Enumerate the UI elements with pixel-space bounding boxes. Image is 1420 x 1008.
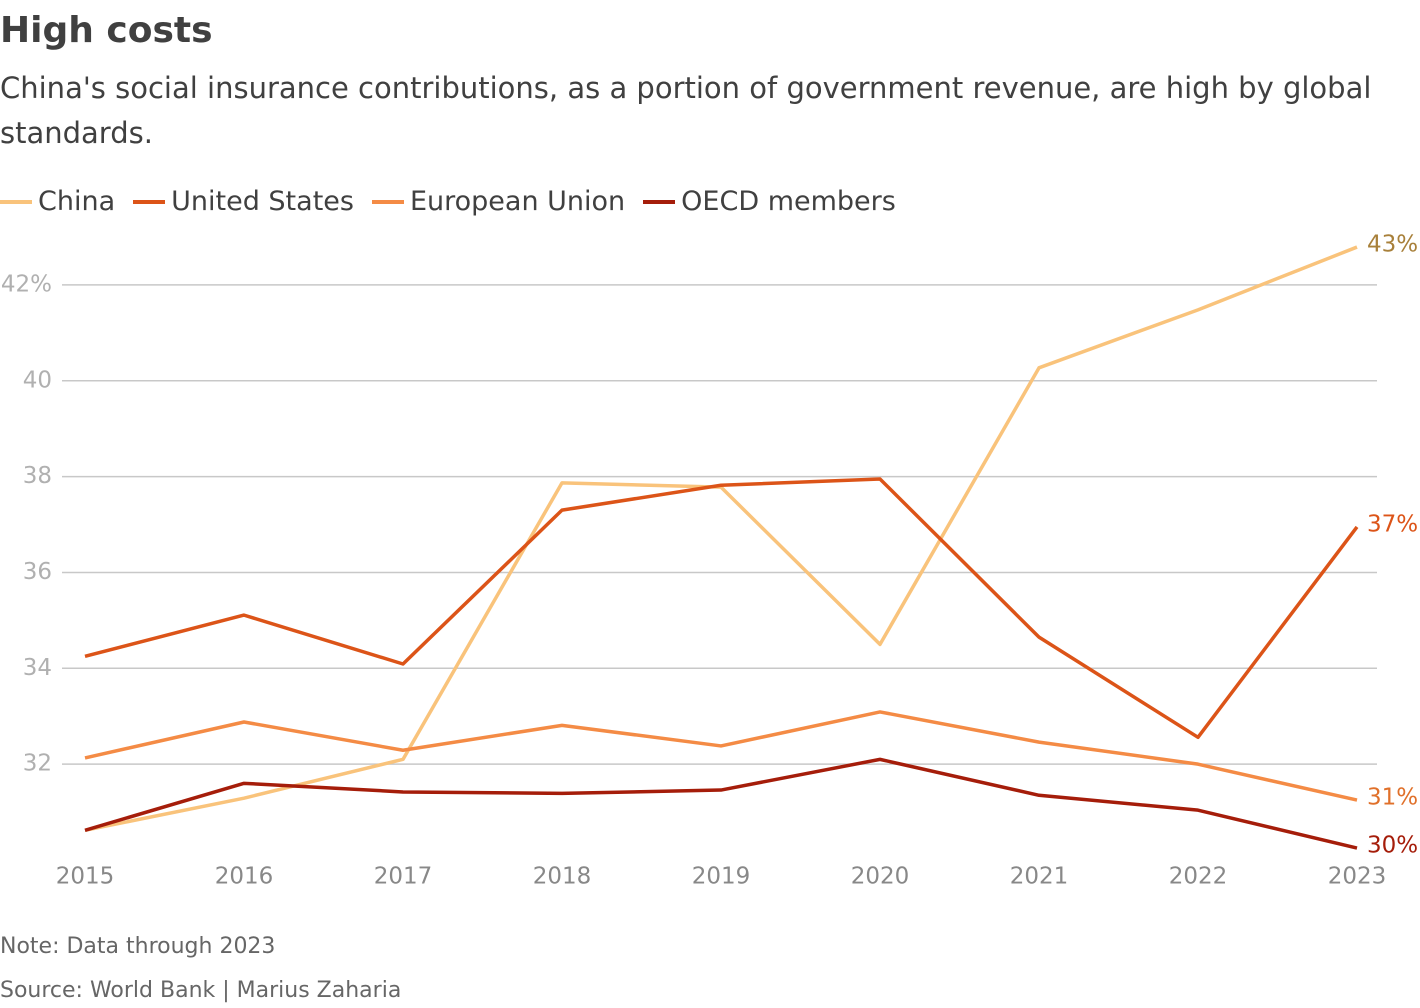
data-label: 37% xyxy=(1367,511,1418,537)
data-label: 43% xyxy=(1367,232,1418,258)
x-tick-label: 2018 xyxy=(533,864,592,890)
legend-swatch xyxy=(133,199,166,204)
chart-title: High costs xyxy=(0,10,213,51)
legend-label: China xyxy=(38,186,116,217)
series-line xyxy=(84,757,1358,850)
chart-subtitle: China's social insurance contributions, … xyxy=(0,71,1372,150)
x-tick-label: 2019 xyxy=(692,864,751,890)
x-tick-label: 2016 xyxy=(215,864,274,890)
data-label: 30% xyxy=(1367,833,1418,859)
x-tick-label: 2023 xyxy=(1328,864,1387,890)
legend-label: OECD members xyxy=(681,186,896,217)
series-line xyxy=(84,477,1359,740)
legend-swatch xyxy=(643,199,676,204)
y-tick-label: 34 xyxy=(23,655,52,681)
x-tick-label: 2022 xyxy=(1169,864,1228,890)
legend-label: European Union xyxy=(409,186,626,217)
x-tick-label: 2021 xyxy=(1010,864,1069,890)
source: Source: World Bank | Marius Zaharia xyxy=(0,978,402,1003)
y-tick-label: 42% xyxy=(1,271,52,297)
x-tick-label: 2015 xyxy=(56,864,115,890)
legend-item: China xyxy=(0,186,115,217)
legend-label: United States xyxy=(171,186,354,217)
x-tick-label: 2020 xyxy=(851,864,910,890)
legend-swatch xyxy=(371,199,404,204)
series-line xyxy=(84,245,1358,833)
legend-item: United States xyxy=(133,186,354,217)
x-tick-label: 2017 xyxy=(374,864,433,890)
legend: China United States European Union OECD mem… xyxy=(0,186,896,217)
series-line xyxy=(84,710,1358,802)
legend-item: European Union xyxy=(371,186,626,217)
y-tick-label: 36 xyxy=(23,559,52,585)
legend-item: OECD members xyxy=(643,186,896,217)
data-label: 31% xyxy=(1367,785,1418,811)
note: Note: Data through 2023 xyxy=(0,934,276,959)
y-tick-label: 40 xyxy=(23,367,52,393)
y-tick-label: 32 xyxy=(23,751,52,777)
legend-swatch xyxy=(0,199,32,204)
y-tick-label: 38 xyxy=(23,463,52,489)
